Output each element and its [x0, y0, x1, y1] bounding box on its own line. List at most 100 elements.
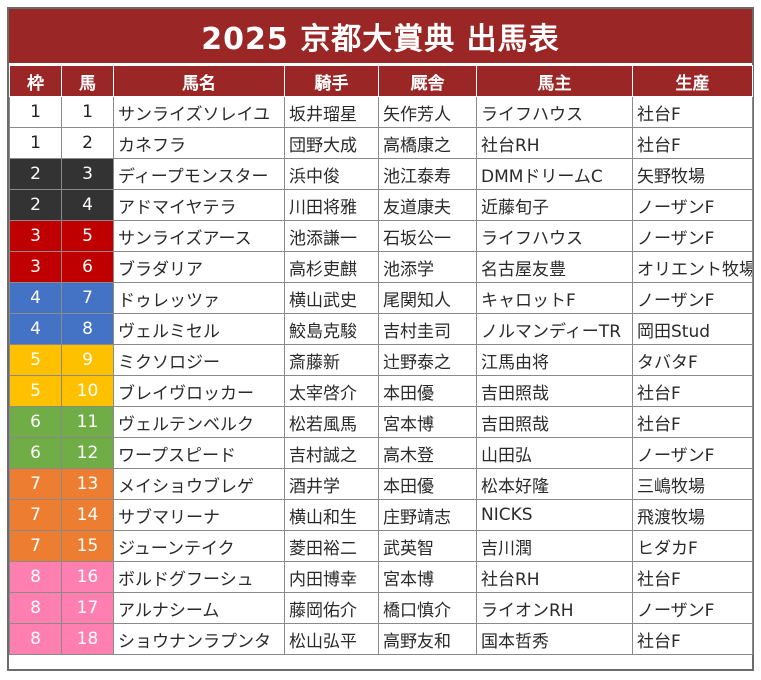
- uma-cell: 11: [61, 406, 114, 438]
- trainer-cell: 武英智: [378, 530, 477, 562]
- header-owner: 馬主: [476, 65, 633, 97]
- breeder-cell: 飛渡牧場: [632, 499, 753, 531]
- waku-cell: 5: [9, 344, 62, 376]
- owner-cell: ライフハウス: [476, 220, 633, 252]
- breeder-cell: 社台F: [632, 127, 753, 159]
- jockey-cell: 斎藤新: [284, 344, 379, 376]
- breeder-cell: ノーザンF: [632, 220, 753, 252]
- jockey-cell: 池添謙一: [284, 220, 379, 252]
- breeder-cell: ノーザンF: [632, 592, 753, 624]
- uma-cell: 8: [61, 313, 114, 345]
- horse-name-cell: ヴェルミセル: [113, 313, 285, 345]
- table-row: 8 17 アルナシーム 藤岡佑介 橋口慎介 ライオンRH ノーザンF: [9, 592, 753, 624]
- horse-name-cell: ワープスピード: [113, 437, 285, 469]
- trainer-cell: 庄野靖志: [378, 499, 477, 531]
- jockey-cell: 横山武史: [284, 282, 379, 314]
- horse-name-cell: ブレイヴロッカー: [113, 375, 285, 407]
- breeder-cell: 三嶋牧場: [632, 468, 753, 500]
- horse-name-cell: ヴェルテンベルク: [113, 406, 285, 438]
- horse-name-cell: ミクソロジー: [113, 344, 285, 376]
- breeder-cell: 社台F: [632, 375, 753, 407]
- jockey-cell: 酒井学: [284, 468, 379, 500]
- table-row: 6 12 ワープスピード 吉村誠之 高木登 山田弘 ノーザンF: [9, 437, 753, 469]
- trainer-cell: 本田優: [378, 468, 477, 500]
- breeder-cell: タバタF: [632, 344, 753, 376]
- breeder-cell: 社台F: [632, 406, 753, 438]
- uma-cell: 6: [61, 251, 114, 283]
- table-row: 3 5 サンライズアース 池添謙一 石坂公一 ライフハウス ノーザンF: [9, 220, 753, 252]
- uma-cell: 3: [61, 158, 114, 190]
- table-row: 8 16 ボルドグフーシュ 内田博幸 宮本博 社台RH 社台F: [9, 561, 753, 593]
- uma-cell: 16: [61, 561, 114, 593]
- uma-cell: 7: [61, 282, 114, 314]
- waku-cell: 1: [9, 96, 62, 128]
- header-breeder: 生産: [632, 65, 753, 97]
- table-row: 4 7 ドゥレッツァ 横山武史 尾関知人 キャロットF ノーザンF: [9, 282, 753, 314]
- trainer-cell: 宮本博: [378, 406, 477, 438]
- header-row: 枠 馬 馬名 騎手 厩舎 馬主 生産: [9, 65, 753, 97]
- table-row: 7 13 メイショウブレゲ 酒井学 本田優 松本好隆 三嶋牧場: [9, 468, 753, 500]
- owner-cell: 近藤旬子: [476, 189, 633, 221]
- waku-cell: 1: [9, 127, 62, 159]
- header-jockey: 騎手: [284, 65, 379, 97]
- breeder-cell: オリエント牧場: [632, 251, 753, 283]
- jockey-cell: 団野大成: [284, 127, 379, 159]
- table-row: 8 18 ショウナンラプンタ 松山弘平 高野友和 国本哲秀 社台F: [9, 623, 753, 655]
- jockey-cell: 松山弘平: [284, 623, 379, 655]
- title-bar: 2025 京都大賞典 出馬表: [9, 9, 752, 65]
- waku-cell: 8: [9, 592, 62, 624]
- table-row: 7 15 ジューンテイク 菱田裕二 武英智 吉川潤 ヒダカF: [9, 530, 753, 562]
- jockey-cell: 松若風馬: [284, 406, 379, 438]
- jockey-cell: 太宰啓介: [284, 375, 379, 407]
- breeder-cell: 社台F: [632, 561, 753, 593]
- table-row: 7 14 サブマリーナ 横山和生 庄野靖志 NICKS 飛渡牧場: [9, 499, 753, 531]
- jockey-cell: 内田博幸: [284, 561, 379, 593]
- owner-cell: 吉田照哉: [476, 375, 633, 407]
- trainer-cell: 本田優: [378, 375, 477, 407]
- header-trainer: 厩舎: [378, 65, 477, 97]
- waku-cell: 2: [9, 158, 62, 190]
- trainer-cell: 吉村圭司: [378, 313, 477, 345]
- uma-cell: 4: [61, 189, 114, 221]
- uma-cell: 10: [61, 375, 114, 407]
- header-uma: 馬: [61, 65, 114, 97]
- breeder-cell: ノーザンF: [632, 189, 753, 221]
- uma-cell: 13: [61, 468, 114, 500]
- header-waku: 枠: [9, 65, 62, 97]
- waku-cell: 4: [9, 282, 62, 314]
- jockey-cell: 坂井瑠星: [284, 96, 379, 128]
- waku-cell: 7: [9, 499, 62, 531]
- trainer-cell: 池添学: [378, 251, 477, 283]
- table-row: 5 9 ミクソロジー 斎藤新 辻野泰之 江馬由将 タバタF: [9, 344, 753, 376]
- table-row: 2 4 アドマイヤテラ 川田将雅 友道康夫 近藤旬子 ノーザンF: [9, 189, 753, 221]
- breeder-cell: ヒダカF: [632, 530, 753, 562]
- jockey-cell: 横山和生: [284, 499, 379, 531]
- trainer-cell: 宮本博: [378, 561, 477, 593]
- horse-name-cell: ショウナンラプンタ: [113, 623, 285, 655]
- horse-name-cell: ジューンテイク: [113, 530, 285, 562]
- table-row: 1 1 サンライズソレイユ 坂井瑠星 矢作芳人 ライフハウス 社台F: [9, 96, 753, 128]
- waku-cell: 7: [9, 530, 62, 562]
- uma-cell: 18: [61, 623, 114, 655]
- jockey-cell: 鮫島克駿: [284, 313, 379, 345]
- page-title: 2025 京都大賞典 出馬表: [201, 22, 560, 57]
- breeder-cell: 岡田Stud: [632, 313, 753, 345]
- owner-cell: 社台RH: [476, 127, 633, 159]
- uma-cell: 17: [61, 592, 114, 624]
- trainer-cell: 尾関知人: [378, 282, 477, 314]
- table-row: 3 6 ブラダリア 高杉吏麒 池添学 名古屋友豊 オリエント牧場: [9, 251, 753, 283]
- breeder-cell: ノーザンF: [632, 437, 753, 469]
- trainer-cell: 高木登: [378, 437, 477, 469]
- breeder-cell: 社台F: [632, 623, 753, 655]
- breeder-cell: 社台F: [632, 96, 753, 128]
- table-row: 4 8 ヴェルミセル 鮫島克駿 吉村圭司 ノルマンディーTR 岡田Stud: [9, 313, 753, 345]
- horse-name-cell: サンライズアース: [113, 220, 285, 252]
- owner-cell: キャロットF: [476, 282, 633, 314]
- uma-cell: 1: [61, 96, 114, 128]
- breeder-cell: ノーザンF: [632, 282, 753, 314]
- trainer-cell: 友道康夫: [378, 189, 477, 221]
- horse-name-cell: カネフラ: [113, 127, 285, 159]
- uma-cell: 9: [61, 344, 114, 376]
- owner-cell: 名古屋友豊: [476, 251, 633, 283]
- horse-name-cell: アドマイヤテラ: [113, 189, 285, 221]
